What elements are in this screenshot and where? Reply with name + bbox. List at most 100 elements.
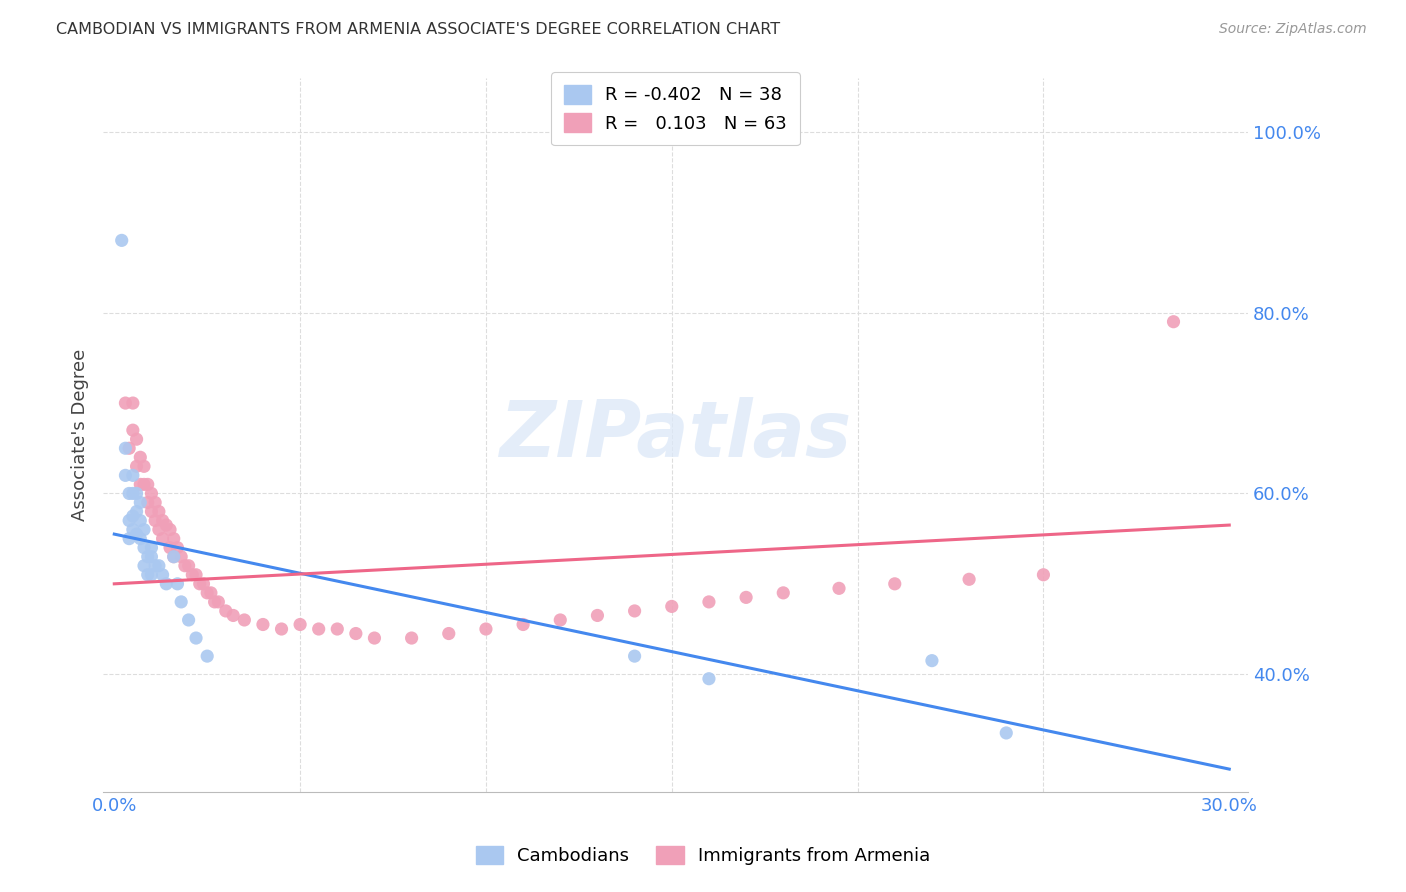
- Point: [118, 514, 141, 528]
- Point: [132, 459, 155, 474]
- Point: [132, 558, 155, 573]
- Point: [363, 631, 385, 645]
- Point: [159, 523, 181, 537]
- Point: [200, 586, 222, 600]
- Point: [129, 450, 152, 465]
- Point: [193, 577, 215, 591]
- Text: CAMBODIAN VS IMMIGRANTS FROM ARMENIA ASSOCIATE'S DEGREE CORRELATION CHART: CAMBODIAN VS IMMIGRANTS FROM ARMENIA ASS…: [56, 22, 780, 37]
- Point: [114, 396, 136, 410]
- Point: [121, 523, 143, 537]
- Legend: Cambodians, Immigrants from Armenia: Cambodians, Immigrants from Armenia: [468, 838, 938, 872]
- Point: [957, 572, 980, 586]
- Point: [184, 567, 207, 582]
- Point: [141, 541, 163, 555]
- Point: [512, 617, 534, 632]
- Point: [136, 567, 159, 582]
- Point: [136, 495, 159, 509]
- Point: [697, 595, 720, 609]
- Point: [143, 495, 166, 509]
- Point: [195, 586, 218, 600]
- Point: [129, 514, 152, 528]
- Point: [181, 567, 204, 582]
- Point: [148, 558, 170, 573]
- Point: [143, 514, 166, 528]
- Point: [159, 541, 181, 555]
- Point: [233, 613, 256, 627]
- Point: [141, 486, 163, 500]
- Point: [129, 477, 152, 491]
- Point: [1163, 315, 1185, 329]
- Point: [136, 549, 159, 564]
- Point: [155, 577, 177, 591]
- Point: [166, 577, 188, 591]
- Point: [136, 477, 159, 491]
- Point: [111, 233, 134, 247]
- Point: [118, 486, 141, 500]
- Point: [125, 504, 148, 518]
- Point: [141, 504, 163, 518]
- Point: [118, 532, 141, 546]
- Point: [132, 541, 155, 555]
- Point: [114, 468, 136, 483]
- Point: [125, 527, 148, 541]
- Point: [623, 604, 645, 618]
- Text: Source: ZipAtlas.com: Source: ZipAtlas.com: [1219, 22, 1367, 37]
- Point: [308, 622, 330, 636]
- Point: [148, 504, 170, 518]
- Point: [204, 595, 226, 609]
- Point: [163, 549, 186, 564]
- Point: [152, 532, 174, 546]
- Point: [828, 582, 851, 596]
- Point: [475, 622, 498, 636]
- Point: [188, 577, 211, 591]
- Point: [207, 595, 229, 609]
- Point: [170, 549, 193, 564]
- Y-axis label: Associate's Degree: Associate's Degree: [72, 349, 89, 521]
- Point: [586, 608, 609, 623]
- Point: [125, 432, 148, 446]
- Point: [132, 523, 155, 537]
- Point: [401, 631, 423, 645]
- Point: [141, 567, 163, 582]
- Point: [118, 442, 141, 456]
- Point: [184, 631, 207, 645]
- Point: [132, 477, 155, 491]
- Point: [174, 558, 197, 573]
- Point: [143, 558, 166, 573]
- Point: [155, 518, 177, 533]
- Point: [344, 626, 367, 640]
- Point: [129, 532, 152, 546]
- Point: [114, 442, 136, 456]
- Point: [177, 613, 200, 627]
- Point: [772, 586, 794, 600]
- Point: [163, 549, 186, 564]
- Point: [129, 495, 152, 509]
- Point: [141, 549, 163, 564]
- Point: [661, 599, 683, 614]
- Point: [121, 423, 143, 437]
- Point: [270, 622, 292, 636]
- Legend: R = -0.402   N = 38, R =   0.103   N = 63: R = -0.402 N = 38, R = 0.103 N = 63: [551, 72, 800, 145]
- Point: [163, 532, 186, 546]
- Point: [437, 626, 460, 640]
- Point: [326, 622, 349, 636]
- Point: [121, 396, 143, 410]
- Point: [121, 468, 143, 483]
- Point: [152, 567, 174, 582]
- Point: [697, 672, 720, 686]
- Point: [166, 541, 188, 555]
- Point: [252, 617, 274, 632]
- Point: [195, 649, 218, 664]
- Point: [125, 486, 148, 500]
- Point: [121, 509, 143, 524]
- Point: [883, 577, 905, 591]
- Point: [222, 608, 245, 623]
- Point: [125, 459, 148, 474]
- Point: [170, 595, 193, 609]
- Point: [995, 726, 1018, 740]
- Point: [148, 523, 170, 537]
- Point: [177, 558, 200, 573]
- Point: [121, 486, 143, 500]
- Text: ZIPatlas: ZIPatlas: [499, 397, 852, 473]
- Point: [623, 649, 645, 664]
